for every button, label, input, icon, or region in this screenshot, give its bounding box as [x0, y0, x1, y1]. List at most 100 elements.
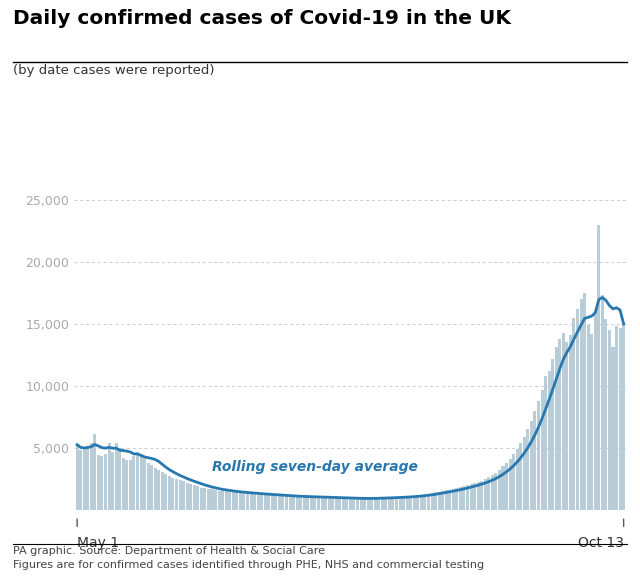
Text: Oct 13: Oct 13 — [578, 536, 623, 550]
Bar — [157, 470, 160, 510]
Bar — [498, 469, 501, 510]
Bar — [225, 492, 228, 510]
Bar — [385, 498, 387, 510]
Bar — [459, 487, 462, 510]
Bar — [558, 339, 561, 510]
Bar — [388, 498, 391, 510]
Bar — [175, 479, 178, 510]
Bar — [147, 464, 150, 510]
Text: Daily confirmed cases of Covid-19 in the UK: Daily confirmed cases of Covid-19 in the… — [13, 9, 511, 28]
Bar — [307, 497, 309, 510]
Bar — [420, 495, 423, 510]
Bar — [548, 371, 550, 510]
Bar — [300, 497, 302, 510]
Bar — [381, 498, 384, 510]
Bar — [143, 458, 146, 510]
Bar — [544, 376, 547, 510]
Bar — [136, 452, 139, 510]
Bar — [622, 322, 625, 510]
Bar — [494, 473, 497, 510]
Bar — [282, 496, 285, 510]
Bar — [321, 498, 323, 510]
Bar — [569, 335, 572, 510]
Bar — [317, 498, 320, 510]
Bar — [100, 456, 104, 510]
Bar — [342, 498, 345, 510]
Bar — [214, 490, 217, 510]
Bar — [413, 496, 416, 510]
Bar — [505, 463, 508, 510]
Bar — [463, 486, 465, 510]
Bar — [356, 499, 359, 510]
Bar — [516, 449, 518, 510]
Bar — [392, 498, 394, 510]
Bar — [434, 492, 437, 510]
Bar — [207, 489, 210, 510]
Bar — [303, 497, 306, 510]
Bar — [611, 347, 614, 510]
Bar — [90, 443, 93, 510]
Bar — [189, 484, 192, 510]
Bar — [480, 481, 483, 510]
Bar — [93, 434, 97, 510]
Bar — [296, 496, 299, 510]
Bar — [150, 465, 153, 510]
Bar — [399, 497, 401, 510]
Bar — [455, 488, 458, 510]
Bar — [104, 454, 107, 510]
Bar — [260, 495, 263, 510]
Bar — [402, 497, 405, 510]
Bar — [331, 498, 334, 510]
Bar — [196, 486, 199, 510]
Bar — [438, 492, 440, 510]
Bar — [161, 472, 164, 510]
Bar — [232, 492, 235, 510]
Bar — [519, 443, 522, 510]
Bar — [370, 498, 373, 510]
Bar — [608, 330, 611, 510]
Bar — [445, 490, 448, 510]
Bar — [292, 496, 295, 510]
Bar — [346, 498, 348, 510]
Bar — [172, 478, 175, 510]
Bar — [285, 496, 288, 510]
Bar — [427, 493, 430, 510]
Bar — [118, 448, 121, 510]
Bar — [79, 450, 82, 510]
Bar — [452, 489, 455, 510]
Bar — [339, 498, 341, 510]
Bar — [360, 499, 362, 510]
Bar — [271, 495, 274, 510]
Bar — [367, 498, 370, 510]
Bar — [314, 497, 316, 510]
Bar — [221, 491, 224, 510]
Bar — [502, 466, 504, 510]
Bar — [470, 484, 472, 510]
Text: PA graphic. Source: Department of Health & Social Care
Figures are for confirmed: PA graphic. Source: Department of Health… — [13, 546, 484, 570]
Bar — [246, 493, 249, 510]
Bar — [555, 347, 557, 510]
Bar — [204, 488, 207, 510]
Bar — [182, 481, 185, 510]
Bar — [164, 474, 168, 510]
Bar — [239, 493, 242, 510]
Bar — [601, 295, 604, 510]
Bar — [228, 492, 231, 510]
Text: May 1: May 1 — [77, 536, 119, 550]
Bar — [572, 318, 575, 510]
Bar — [363, 499, 366, 510]
Bar — [115, 443, 118, 510]
Bar — [562, 332, 565, 510]
Bar — [76, 445, 79, 510]
Bar — [619, 328, 621, 510]
Bar — [533, 411, 536, 510]
Bar — [448, 490, 451, 510]
Bar — [97, 455, 100, 510]
Bar — [243, 493, 246, 510]
Bar — [565, 342, 568, 510]
Bar — [108, 443, 111, 510]
Bar — [587, 325, 589, 510]
Bar — [250, 493, 253, 510]
Bar — [597, 224, 600, 510]
Bar — [179, 480, 182, 510]
